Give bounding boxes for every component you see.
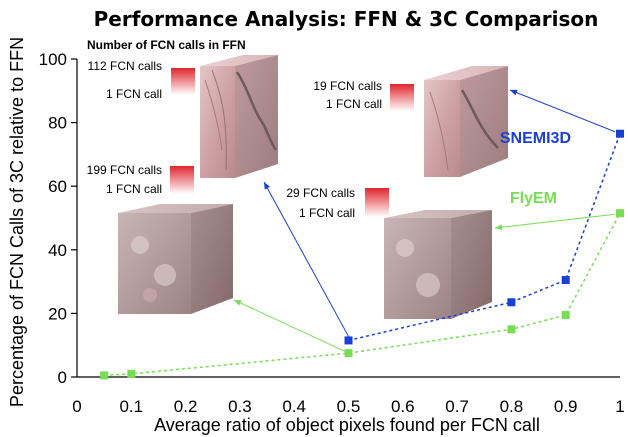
arrow-snemi3d-a-head (264, 182, 270, 190)
data-point-flyem (100, 371, 109, 380)
inset-header: Number of FCN calls in FFN (87, 38, 246, 52)
inset-bottom-label: 1 FCN call (326, 97, 382, 111)
arrow-flyem-b (494, 213, 616, 229)
arrow-snemi3d-b-head (510, 89, 518, 96)
inset-bottom-label: 1 FCN call (106, 182, 162, 196)
y-tick-label: 60 (48, 177, 67, 196)
x-tick-label: 0.9 (554, 397, 578, 416)
axes (76, 59, 620, 378)
x-tick-label: 0.6 (391, 397, 415, 416)
thumbnails (118, 55, 508, 319)
x-axis-label: Average ratio of object pixels found per… (154, 415, 540, 435)
inset-bottom-label: 1 FCN call (299, 206, 355, 220)
inset-note-2: 19 FCN calls 1 FCN call (313, 79, 414, 111)
arrows (233, 89, 616, 352)
y-ticks: 0 20 40 60 80 100 (39, 50, 77, 387)
x-ticks: 0 0.1 0.2 0.3 0.4 0.5 0.6 0.7 0.8 0.9 1 (72, 397, 624, 416)
x-tick-label: 1 (615, 397, 624, 416)
em-volume-thumbnail-4 (384, 210, 492, 319)
fcn-calls-gradient-bar (171, 68, 195, 95)
x-tick-label: 0.4 (282, 397, 306, 416)
arrow-flyem-a (233, 299, 345, 352)
chart-title: Performance Analysis: FFN & 3C Compariso… (94, 7, 599, 31)
x-tick-label: 0.3 (228, 397, 252, 416)
insets: 112 FCN calls 1 FCN call 19 FCN calls 1 … (87, 59, 414, 220)
em-volume-thumbnail-1 (200, 55, 278, 178)
inset-top-label: 112 FCN calls (88, 59, 162, 73)
inset-bottom-label: 1 FCN call (106, 87, 162, 101)
arrow-snemi3d-a (263, 181, 349, 337)
series (100, 129, 624, 380)
inset-top-label: 199 FCN calls (87, 163, 162, 177)
inset-top-label: 19 FCN calls (313, 79, 382, 93)
x-tick-label: 0.7 (445, 397, 469, 416)
x-tick-label: 0 (72, 397, 81, 416)
em-volume-thumbnail-2 (424, 66, 508, 177)
x-tick-label: 0.8 (500, 397, 524, 416)
data-point-snemi3d (344, 336, 353, 345)
fcn-calls-gradient-bar (170, 166, 194, 194)
data-point-flyem (507, 325, 516, 334)
inset-top-label: 29 FCN calls (286, 186, 355, 200)
y-tick-label: 100 (39, 50, 67, 69)
data-point-snemi3d (616, 129, 624, 138)
arrow-snemi3d-b (509, 89, 616, 133)
x-tick-label: 0.5 (337, 397, 361, 416)
y-axis-label: Percentage of FCN Calls of 3C relative t… (7, 37, 27, 407)
y-tick-label: 40 (48, 241, 67, 260)
series-label-flyem: FlyEM (510, 190, 557, 207)
fcn-calls-gradient-bar (365, 188, 389, 217)
y-tick-label: 0 (58, 368, 67, 387)
data-point-snemi3d (561, 276, 570, 285)
inset-note-1: 112 FCN calls 1 FCN call (88, 59, 195, 101)
data-point-flyem (344, 349, 353, 358)
data-point-snemi3d (507, 298, 516, 307)
data-point-flyem (616, 209, 624, 218)
series-label-snemi3d: SNEMI3D (500, 130, 571, 147)
y-tick-label: 20 (48, 304, 67, 323)
arrow-flyem-b-head (495, 224, 503, 231)
x-tick-label: 0.2 (174, 397, 198, 416)
data-point-flyem (127, 369, 136, 378)
y-tick-label: 80 (48, 114, 67, 133)
fcn-calls-gradient-bar (390, 84, 414, 111)
arrow-flyem-a-head (234, 300, 242, 306)
inset-note-4: 29 FCN calls 1 FCN call (286, 186, 389, 220)
em-volume-thumbnail-3 (118, 204, 233, 314)
inset-note-3: 199 FCN calls 1 FCN call (87, 163, 194, 196)
data-point-flyem (561, 310, 570, 319)
x-tick-label: 0.1 (119, 397, 143, 416)
